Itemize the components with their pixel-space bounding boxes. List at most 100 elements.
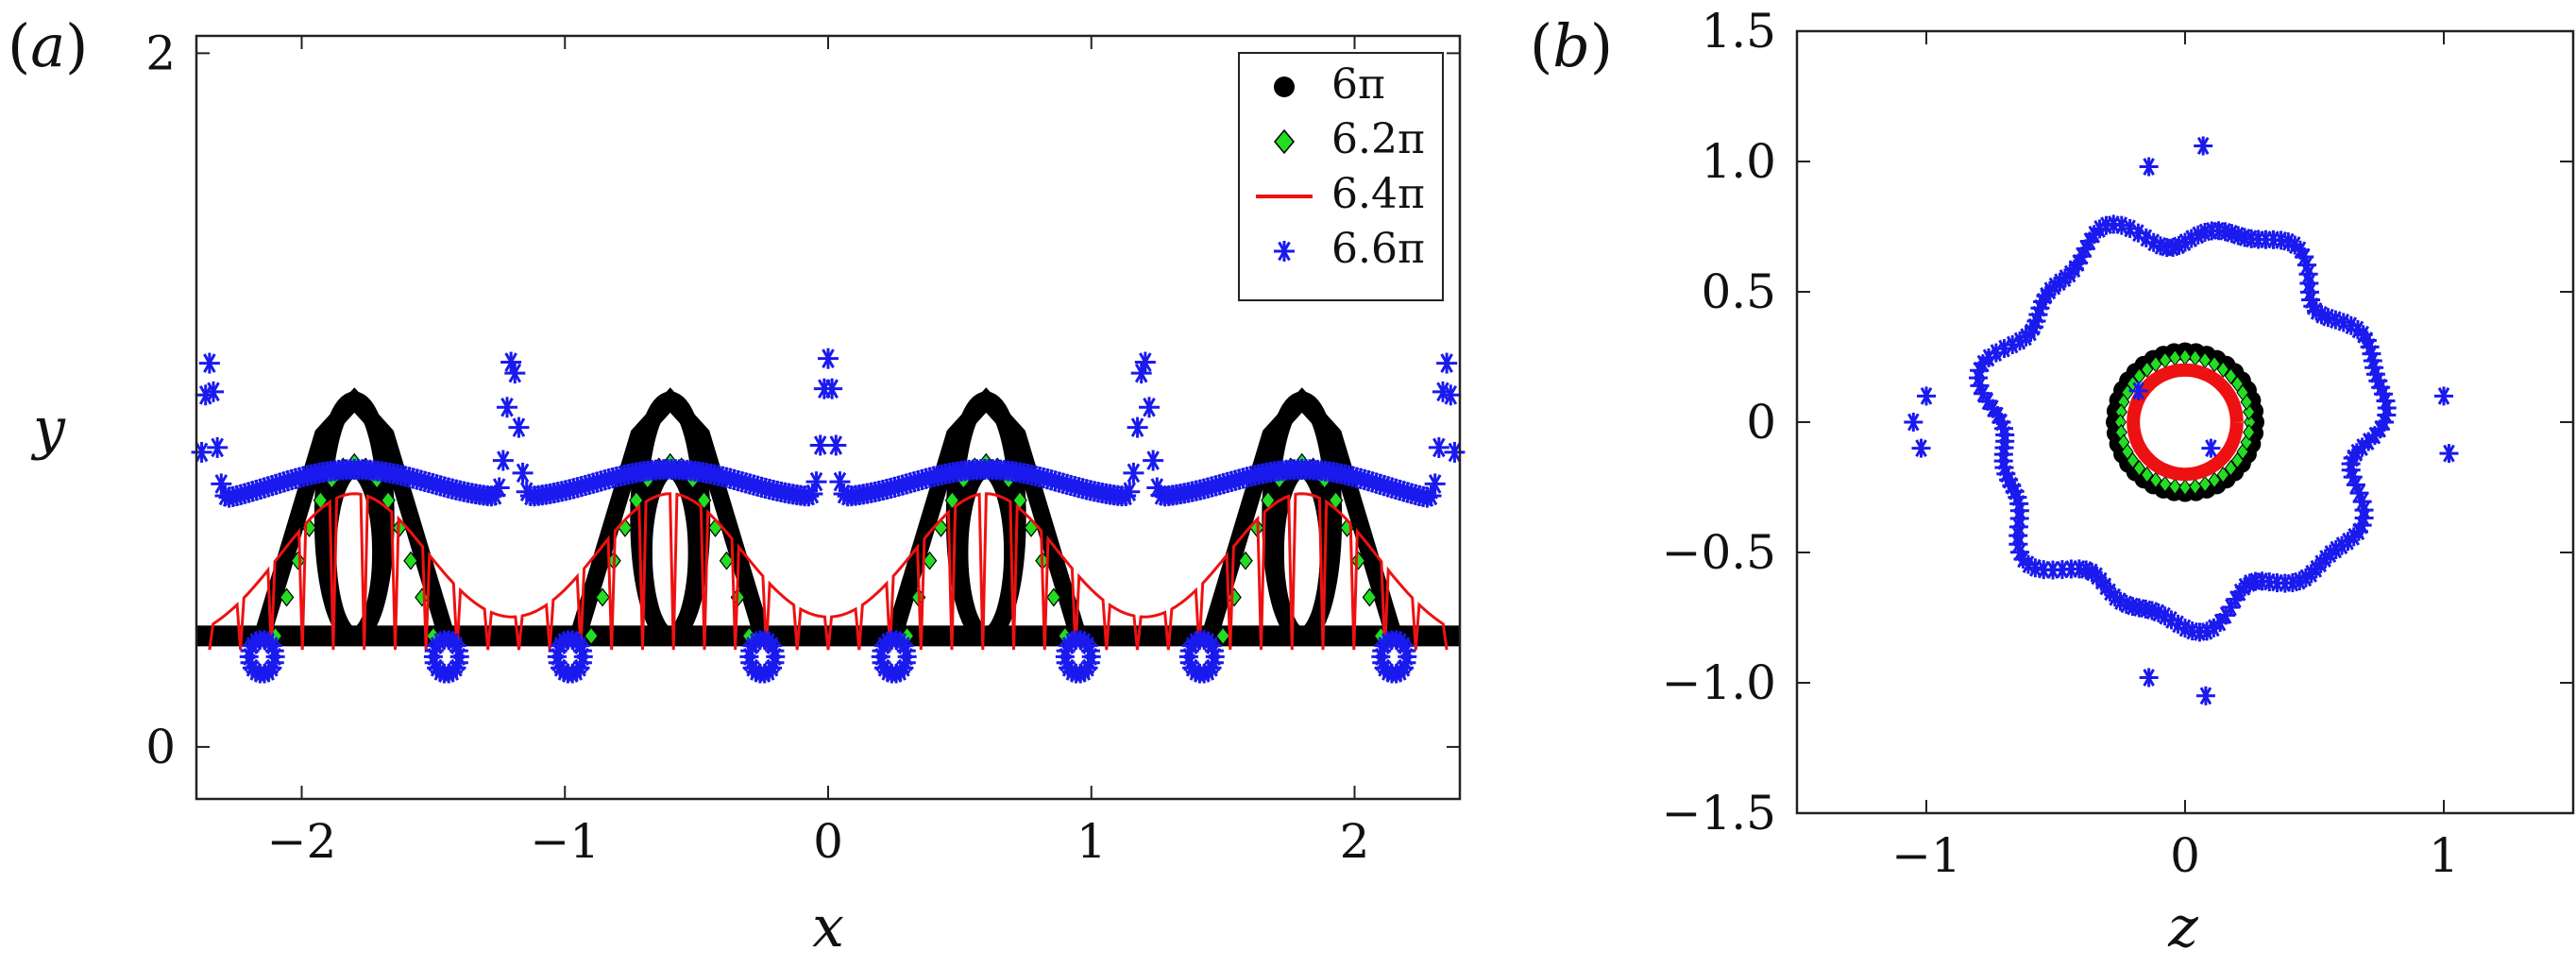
series-6-6pi-point — [1123, 462, 1144, 484]
series-6-6pi-point — [191, 441, 212, 463]
panel-b-point — [2159, 475, 2172, 493]
panel-b-point — [2168, 478, 2181, 495]
series-6-6pi-point — [512, 462, 534, 484]
panel-b-point — [2194, 136, 2213, 156]
panel-b-point — [2148, 603, 2168, 622]
series-6-6pi-point — [1127, 416, 1148, 438]
series-6-2pi-point — [279, 587, 295, 607]
series-6-6pi-point — [508, 416, 530, 438]
panel-a-y-tick-label: 0 — [145, 720, 176, 774]
panel-b-point — [2141, 361, 2154, 379]
series-6-6pi-point — [1080, 653, 1100, 672]
series-6-6pi-point — [1119, 481, 1141, 502]
series-6-6pi-point — [1436, 352, 1458, 374]
panel-b-point — [2370, 419, 2390, 439]
series-6-6pi — [191, 348, 1466, 684]
series-6pi-arc — [886, 387, 1087, 638]
series-6-6pi-point — [1444, 441, 1466, 463]
panel-b-x-tick-label: 1 — [2429, 828, 2459, 883]
panel-b-point — [2120, 218, 2140, 238]
panel-b-y-tick-label: −1.5 — [1662, 786, 1776, 841]
series-6-6pi-point — [572, 653, 592, 672]
series-6-2pi-point — [719, 551, 735, 570]
panel-a-x-tick-label: 0 — [813, 814, 843, 869]
panel-b-y-tick-label: 0.5 — [1701, 264, 1776, 319]
panel-b-point — [2201, 438, 2221, 458]
panel-b-ring-line — [2127, 363, 2244, 482]
panel-b-y-tick-label: 1.5 — [1701, 4, 1776, 59]
legend-entry: 6π — [1274, 60, 1385, 109]
panel-b-point — [2333, 313, 2353, 332]
panel-a-x-tick-label: 2 — [1340, 814, 1370, 869]
series-6-6pi-point — [765, 653, 785, 672]
series-6-2pi-point — [1362, 587, 1378, 607]
panel-b-point — [2224, 367, 2238, 385]
panel-b-series-asterisk — [1968, 214, 2397, 642]
panel-b-point — [2149, 471, 2162, 489]
legend-marker — [1274, 76, 1295, 97]
panel-b-point — [2352, 492, 2372, 512]
series-6-6pi-point — [1397, 653, 1416, 672]
panel-b-y-tick-label: 0 — [1746, 395, 1776, 450]
legend-marker — [1274, 128, 1295, 155]
panel-b-point — [2216, 361, 2229, 379]
panel-b-point — [2198, 475, 2212, 493]
panel-b-y-tick-label: −1.0 — [1662, 655, 1776, 710]
panel-b-point — [2132, 459, 2146, 477]
series-6-6pi-point — [203, 381, 225, 402]
panel-b-point — [2208, 471, 2221, 489]
series-6-6pi-point — [1428, 436, 1449, 458]
series-6-6pi-point — [1424, 473, 1446, 495]
panel-b-point — [1917, 386, 1936, 406]
panel-b-point — [2240, 433, 2253, 451]
series-6-6pi-point — [1440, 384, 1462, 406]
legend-label: 6.4π — [1331, 170, 1425, 218]
panel-b-point — [2141, 466, 2154, 484]
panel-a-x-tick-label: −1 — [530, 814, 600, 869]
series-6-6pi-point — [1134, 351, 1156, 373]
panel-b-point — [2341, 315, 2361, 335]
panel-b-data — [1904, 136, 2459, 705]
series-6-6pi-point — [449, 653, 468, 672]
series-6pi — [196, 387, 1460, 647]
series-6-6pi-point — [1139, 397, 1161, 418]
panel-b-point — [2126, 451, 2140, 469]
panel-a-label: (a) — [8, 11, 88, 80]
panel-a-y-tick-label: 2 — [145, 25, 176, 80]
series-6-2pi-point — [922, 551, 938, 570]
panel-b-point — [2195, 686, 2215, 705]
panel-a-x-tick-label: −2 — [267, 814, 337, 869]
legend-marker — [1274, 241, 1295, 262]
series-6-6pi-point — [492, 450, 514, 471]
panel-b-point — [2230, 375, 2245, 393]
series-6-6pi-point — [504, 363, 526, 384]
panel-b-label: (b) — [1530, 11, 1613, 80]
series-6-4pi-line — [208, 492, 1449, 651]
series-6-6pi-point — [805, 471, 827, 493]
panel-b-point — [2224, 459, 2238, 477]
series-6-6pi-point — [1143, 450, 1164, 471]
series-6-2pi-point — [1046, 587, 1061, 607]
legend-entry: 6.6π — [1274, 225, 1425, 273]
series-6-6pi-point — [496, 397, 517, 418]
panel-b-point — [2018, 554, 2038, 574]
series-6pi-arc — [254, 387, 455, 638]
panel-b-series-line — [2127, 363, 2244, 482]
series-6-6pi-point — [198, 352, 220, 374]
panel-a: −2 −1 0 1 2 0 2 (a) x y 6π 6.2π 6.4π 6.6π — [8, 11, 1466, 960]
series-6-4pi — [208, 492, 1449, 651]
series-6-2pi-point — [696, 490, 712, 510]
series-6-6pi-point — [207, 436, 229, 458]
panel-a-x-tick-label: 1 — [1076, 814, 1107, 869]
panel-b-outliers — [1904, 136, 2459, 705]
panel-b-point — [1911, 438, 1931, 458]
series-6-2pi-point — [403, 551, 418, 570]
legend-label: 6.6π — [1331, 225, 1425, 273]
panel-b-point — [2243, 423, 2256, 441]
panel-b: −1 0 1 1.5 1.0 0.5 0 −0.5 −1.0 −1.5 (b) z — [1530, 4, 2575, 960]
panel-a-data — [191, 348, 1466, 684]
legend-box — [1238, 52, 1444, 301]
series-6-2pi-point — [290, 551, 306, 570]
series-6-2pi-point — [1227, 587, 1242, 607]
